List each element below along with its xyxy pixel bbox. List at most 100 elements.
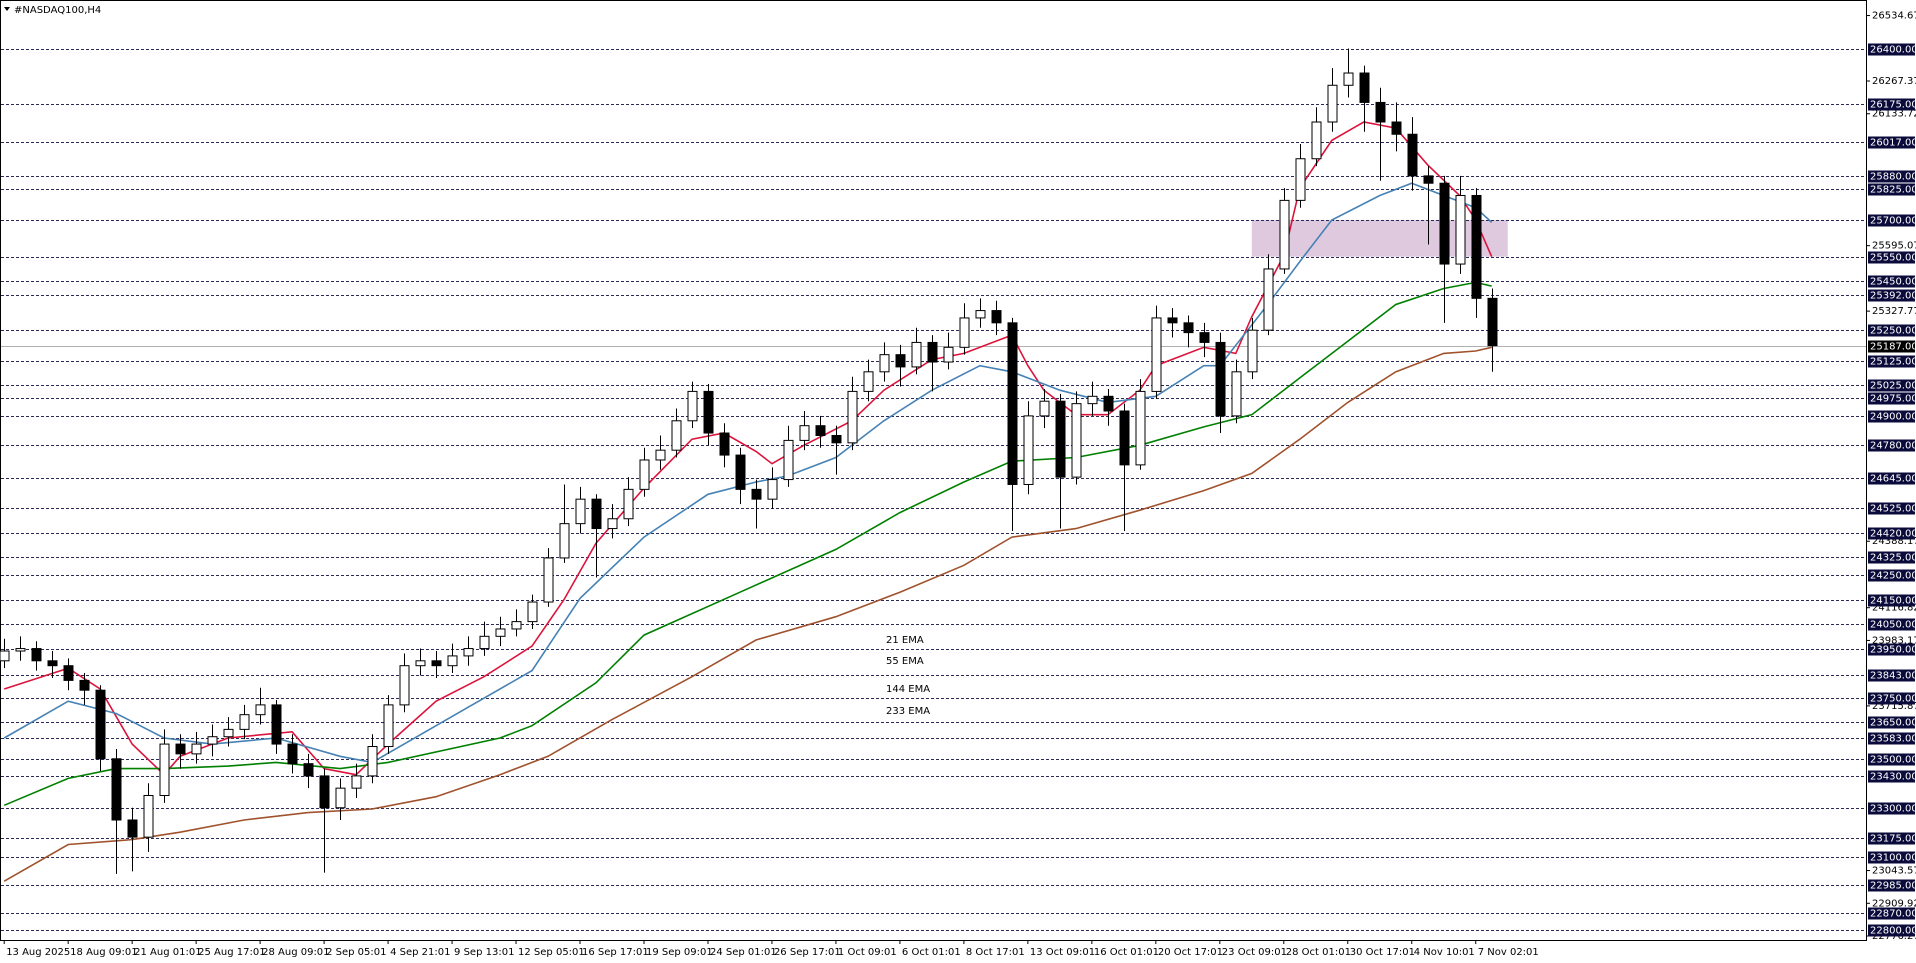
candle-body [687, 390, 698, 422]
candle-body [479, 635, 490, 650]
level-label-box [1868, 170, 1915, 183]
candle-body [111, 758, 122, 821]
candle-body [639, 459, 650, 490]
level-label: 24150.00 [1870, 596, 1916, 607]
candle-body [351, 775, 362, 789]
level-label-box [1868, 832, 1915, 845]
level-label: 25880.00 [1870, 172, 1916, 183]
level-label-box [1868, 214, 1915, 227]
candle-body [847, 390, 858, 444]
candle-body [463, 648, 474, 657]
y-tick-label: 26534.67 [1872, 11, 1916, 22]
candle-body [1199, 332, 1210, 343]
candle-body [1455, 194, 1466, 265]
candle-body [1087, 395, 1098, 405]
candle-body [1487, 297, 1498, 347]
level-label-box [1868, 851, 1915, 864]
candle-body [287, 743, 298, 765]
level-label-box [1868, 716, 1915, 729]
candle-body [655, 449, 666, 461]
candle-body [207, 736, 218, 745]
level-label: 23843.00 [1870, 671, 1916, 682]
level-label: 23430.00 [1870, 772, 1916, 783]
x-tick-label: 18 Aug 09:01 [70, 947, 137, 958]
candle-body [767, 479, 778, 500]
level-label-box [1868, 392, 1915, 405]
level-label: 26017.00 [1870, 138, 1916, 149]
candle-body [831, 434, 842, 444]
candle-body [1391, 121, 1402, 135]
candle-body [735, 454, 746, 490]
level-label-box [1868, 569, 1915, 582]
x-tick-label: 21 Aug 01:01 [134, 947, 201, 958]
x-tick-label: 24 Sep 01:01 [710, 947, 777, 958]
candle-body [1263, 268, 1274, 331]
candle-body [1183, 322, 1194, 334]
level-label: 25450.00 [1870, 277, 1916, 288]
x-tick-label: 30 Oct 17:01 [1350, 947, 1415, 958]
legend-label: 233 EMA [886, 706, 930, 717]
candle-body [431, 660, 442, 667]
candle-body [1343, 72, 1354, 86]
level-label: 24250.00 [1870, 571, 1916, 582]
level-label-box [1868, 439, 1915, 452]
candle-body [959, 317, 970, 348]
legend-label: 144 EMA [886, 684, 930, 695]
candle-body [911, 341, 922, 368]
menu-arrow[interactable] [4, 7, 10, 11]
candle-body [543, 557, 554, 603]
candle-body [383, 704, 394, 748]
candle-body [1311, 121, 1322, 160]
background-layer [1, 49, 1866, 931]
candle-body [671, 420, 682, 451]
candle-body [863, 371, 874, 392]
axis-layer: 26534.67 26267.37 26133.72 25595.07 25327.77… [3, 11, 1916, 958]
level-label: 25700.00 [1870, 216, 1916, 227]
current-price-box [1868, 340, 1915, 353]
x-tick-label: 25 Aug 17:01 [198, 947, 265, 958]
level-label: 23175.00 [1870, 834, 1916, 845]
legend-label: 21 EMA [886, 635, 924, 646]
x-tick-label: 7 Nov 02:01 [1478, 947, 1539, 958]
level-label: 25125.00 [1870, 357, 1916, 368]
candle-body [815, 425, 826, 436]
candle-body [575, 498, 586, 525]
candle-body [1471, 194, 1482, 299]
ema-layer [3, 121, 1493, 882]
candle-body [63, 665, 74, 681]
level-label: 23750.00 [1870, 694, 1916, 705]
level-label: 24050.00 [1870, 620, 1916, 631]
x-tick-label: 2 Sep 05:01 [326, 947, 386, 958]
level-label: 24900.00 [1870, 412, 1916, 423]
candle-body [1279, 199, 1290, 270]
level-label-box [1868, 355, 1915, 368]
candle-body [367, 746, 378, 777]
candle-body [191, 743, 202, 755]
candle-layer [0, 48, 1498, 874]
candle-body [31, 648, 42, 662]
x-tick-label: 26 Sep 17:01 [774, 947, 841, 958]
candle-body [239, 714, 250, 730]
candle-body [0, 650, 10, 662]
candle-body [319, 775, 330, 809]
level-label: 22870.00 [1870, 909, 1916, 920]
level-label: 23650.00 [1870, 718, 1916, 729]
y-tick-label: 24116.82 [1872, 603, 1916, 614]
candle-body [399, 665, 410, 706]
candle-body [47, 660, 58, 667]
candle-body [495, 628, 506, 637]
candle-body [751, 488, 762, 500]
x-tick-label: 12 Sep 05:01 [518, 947, 585, 958]
candle-body [703, 390, 714, 434]
level-label-box [1868, 136, 1915, 149]
level-label-box [1868, 907, 1915, 920]
candle-body [1103, 395, 1114, 412]
candle-body [175, 743, 186, 755]
candle-body [1167, 317, 1178, 324]
candle-body [303, 763, 314, 777]
candle-body [271, 704, 282, 745]
candle-body [927, 341, 938, 363]
level-label: 25825.00 [1870, 185, 1916, 196]
level-label-box [1868, 551, 1915, 564]
